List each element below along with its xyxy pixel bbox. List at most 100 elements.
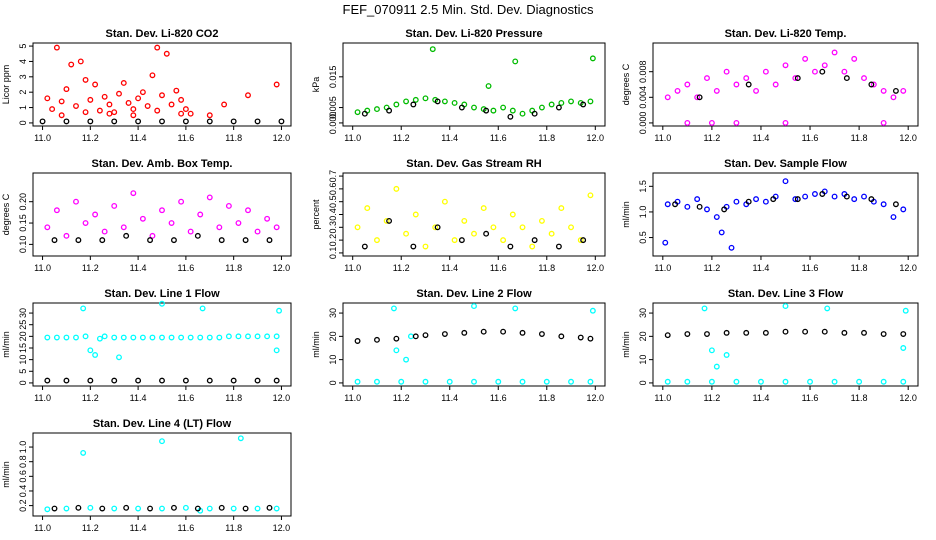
data-point [684,378,691,385]
y-tick-label: 30 [18,308,28,318]
data-point [245,333,251,340]
data-point [902,307,909,314]
y-tick-label: 10 [18,355,28,365]
data-point [159,118,165,125]
data-point [723,329,730,336]
data-point [63,86,70,93]
data-point [900,331,907,337]
plot-panel-line3: Stan. Dev. Line 3 Flow ml/min 11.0 11.2 11.4… [621,288,919,403]
data-point [696,203,703,210]
y-axis-label: percent [311,199,321,230]
plot-frame [652,172,919,257]
data-point [120,80,127,86]
data-point [422,243,429,250]
data-series [672,191,899,213]
data-point [225,203,232,209]
data-point [398,378,405,385]
x-tick-label: 11.0 [34,263,51,273]
data-point [147,237,154,244]
data-point [843,75,850,82]
data-point [178,334,185,341]
data-series [44,190,280,239]
data-point [548,101,555,108]
y-tick-label: 3 [18,74,28,79]
data-point [782,62,789,69]
y-tick-label: 0.4 [18,485,28,498]
x-tick-label: 11.8 [225,393,242,403]
y-tick-label: 0.5 [328,195,338,208]
data-point [483,230,490,237]
x-tick-label: 11.0 [344,133,361,143]
data-point [80,449,87,456]
data-point [841,68,848,75]
data-point [831,378,838,385]
y-tick-label: 4 [18,59,28,64]
data-point [235,220,242,226]
data-point [733,378,740,385]
data-point [471,230,477,237]
data-point [451,99,458,106]
data-point [393,101,400,108]
y-tick-label: 0.000 [638,112,648,135]
data-point [194,505,201,512]
data-point [471,104,477,111]
data-point [101,228,108,235]
y-tick-label: 0.4 [328,208,338,221]
data-point [170,504,177,511]
plot-frame [652,302,919,387]
data-point [758,378,764,385]
x-tick-label: 11.0 [654,133,671,143]
page-title: FEF_070911 2.5 Min. Std. Dev. Diagnostic… [342,2,594,17]
data-point [519,110,526,117]
data-point [568,224,574,231]
x-tick-label: 11.2 [703,263,720,273]
y-tick-label: 5 [18,44,28,49]
data-point [111,109,118,116]
data-point [206,112,213,119]
data-point [890,214,897,221]
data-series [44,44,280,119]
data-point [792,75,799,82]
data-point [206,118,213,125]
data-point [538,331,545,337]
x-tick-label: 11.2 [393,393,410,403]
x-tick-label: 12.0 [587,263,605,273]
data-point [68,61,75,68]
plot-frame [32,302,292,387]
data-point [558,99,565,106]
data-point [139,89,146,96]
data-point [713,214,720,221]
data-series [664,303,909,385]
data-point [743,75,750,82]
x-tick-label: 12.0 [273,133,291,143]
y-axis-label: ml/min [621,201,631,228]
y-tick-label: 0.6 [328,183,338,196]
data-point [412,96,419,103]
data-point [880,201,887,208]
data-point [802,328,809,335]
data-point [704,75,710,82]
x-tick-label: 12.0 [899,393,917,403]
data-point [182,504,189,511]
data-point [892,87,899,94]
data-point [868,196,875,203]
data-point [273,505,280,512]
x-tick-label: 11.4 [753,263,770,273]
y-tick-label: 0.005 [328,96,338,119]
data-point [868,81,875,88]
data-point [471,378,477,385]
data-point [206,505,213,512]
data-series [51,232,273,244]
data-point [792,196,799,203]
data-point [206,377,213,384]
data-point [87,504,94,511]
data-point [123,504,130,511]
data-point [159,207,165,214]
data-point [273,81,280,88]
x-tick-label: 11.2 [82,393,99,403]
data-point [149,72,156,79]
data-point [861,329,867,336]
data-point [206,194,213,201]
data-point [892,201,899,208]
